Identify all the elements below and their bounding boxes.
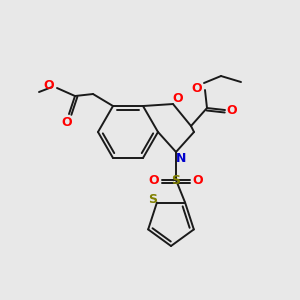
Text: S: S bbox=[172, 173, 181, 187]
Text: N: N bbox=[176, 152, 186, 164]
Text: O: O bbox=[44, 79, 54, 92]
Text: O: O bbox=[193, 173, 203, 187]
Text: O: O bbox=[192, 82, 202, 94]
Text: O: O bbox=[173, 92, 183, 104]
Text: O: O bbox=[149, 173, 159, 187]
Text: S: S bbox=[148, 193, 158, 206]
Text: O: O bbox=[62, 116, 72, 128]
Text: O: O bbox=[227, 103, 237, 116]
